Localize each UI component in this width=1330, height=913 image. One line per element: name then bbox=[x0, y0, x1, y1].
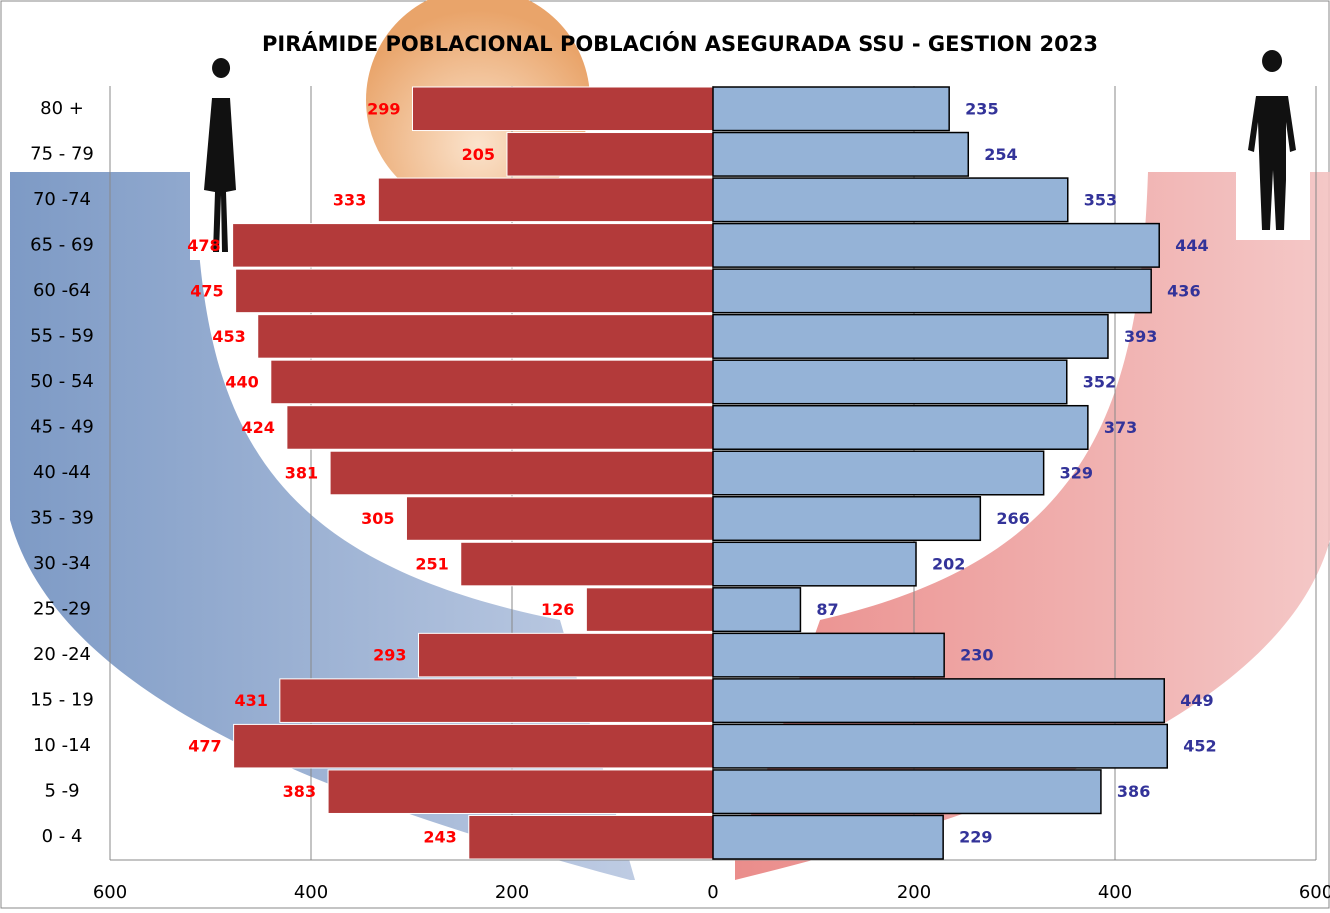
value-label: 352 bbox=[1083, 372, 1116, 391]
bar bbox=[713, 497, 980, 541]
value-label: 440 bbox=[225, 372, 258, 391]
value-label: 205 bbox=[462, 145, 495, 164]
bar bbox=[713, 87, 949, 131]
page: {"chart_data": {"type": "pyramid", "titl… bbox=[0, 0, 1330, 913]
bar bbox=[236, 269, 713, 313]
value-label: 305 bbox=[361, 509, 394, 528]
value-label: 333 bbox=[333, 190, 366, 209]
y-tick-label: 5 -9 bbox=[44, 781, 79, 802]
value-label: 444 bbox=[1175, 236, 1208, 255]
value-label: 243 bbox=[423, 828, 456, 847]
value-label: 381 bbox=[285, 464, 318, 483]
bar bbox=[713, 360, 1067, 404]
value-label: 254 bbox=[984, 145, 1017, 164]
y-tick-label: 30 -34 bbox=[33, 553, 91, 574]
y-tick-label: 50 - 54 bbox=[30, 371, 94, 392]
bar bbox=[406, 497, 713, 541]
bar bbox=[419, 633, 713, 677]
bar bbox=[233, 224, 713, 268]
bar bbox=[713, 770, 1101, 814]
value-label: 393 bbox=[1124, 327, 1157, 346]
bar bbox=[271, 360, 713, 404]
y-tick-label: 25 -29 bbox=[33, 599, 91, 620]
bar bbox=[713, 133, 968, 177]
value-label: 329 bbox=[1060, 464, 1093, 483]
bar bbox=[234, 724, 713, 768]
bar bbox=[713, 815, 943, 859]
value-label: 235 bbox=[965, 99, 998, 118]
y-tick-label: 55 - 59 bbox=[30, 325, 94, 346]
value-label: 431 bbox=[234, 691, 267, 710]
value-label: 478 bbox=[187, 236, 220, 255]
y-tick-label: 80 + bbox=[40, 98, 84, 119]
value-label: 299 bbox=[367, 99, 400, 118]
value-label: 477 bbox=[188, 737, 221, 756]
bar bbox=[713, 633, 944, 677]
bar bbox=[713, 542, 916, 586]
value-label: 353 bbox=[1084, 190, 1117, 209]
bar bbox=[507, 133, 713, 177]
bar bbox=[280, 679, 713, 723]
y-tick-label: 0 - 4 bbox=[42, 826, 83, 847]
y-tick-label: 20 -24 bbox=[33, 644, 91, 665]
value-label: 202 bbox=[932, 555, 965, 574]
x-tick-label: 600 bbox=[1299, 882, 1330, 903]
value-label: 436 bbox=[1167, 281, 1200, 300]
value-label: 453 bbox=[212, 327, 245, 346]
x-tick-label: 0 bbox=[707, 882, 718, 903]
bar bbox=[713, 724, 1167, 768]
bar bbox=[413, 87, 713, 131]
value-label: 475 bbox=[190, 281, 223, 300]
bar bbox=[713, 224, 1159, 268]
bar bbox=[713, 406, 1088, 450]
y-tick-label: 75 - 79 bbox=[30, 143, 94, 164]
bar bbox=[469, 815, 713, 859]
bar bbox=[258, 315, 713, 359]
x-tick-label: 400 bbox=[294, 882, 328, 903]
x-tick-label: 400 bbox=[1098, 882, 1132, 903]
x-tick-label: 600 bbox=[93, 882, 127, 903]
bar bbox=[713, 269, 1151, 313]
bar bbox=[586, 588, 713, 632]
value-label: 87 bbox=[816, 600, 838, 619]
bar bbox=[287, 406, 713, 450]
value-label: 230 bbox=[960, 646, 993, 665]
bar bbox=[713, 679, 1164, 723]
y-tick-label: 45 - 49 bbox=[30, 416, 94, 437]
bar bbox=[713, 588, 800, 632]
value-label: 251 bbox=[415, 555, 448, 574]
value-label: 386 bbox=[1117, 782, 1150, 801]
bar bbox=[713, 315, 1108, 359]
bar bbox=[461, 542, 713, 586]
chart-title: PIRÁMIDE POBLACIONAL POBLACIÓN ASEGURADA… bbox=[262, 31, 1098, 56]
bar bbox=[328, 770, 713, 814]
y-tick-label: 70 -74 bbox=[33, 189, 91, 210]
bar bbox=[330, 451, 713, 495]
value-label: 229 bbox=[959, 828, 992, 847]
bar bbox=[713, 178, 1068, 222]
value-label: 266 bbox=[996, 509, 1029, 528]
y-tick-label: 60 -64 bbox=[33, 280, 91, 301]
y-tick-label: 15 - 19 bbox=[30, 690, 94, 711]
bar bbox=[713, 451, 1044, 495]
value-label: 449 bbox=[1180, 691, 1213, 710]
value-label: 126 bbox=[541, 600, 574, 619]
value-label: 383 bbox=[283, 782, 316, 801]
y-tick-label: 10 -14 bbox=[33, 735, 91, 756]
x-tick-label: 200 bbox=[495, 882, 529, 903]
value-label: 424 bbox=[241, 418, 274, 437]
x-tick-label: 200 bbox=[897, 882, 931, 903]
y-tick-label: 40 -44 bbox=[33, 462, 91, 483]
y-tick-label: 35 - 39 bbox=[30, 508, 94, 529]
y-tick-label: 65 - 69 bbox=[30, 234, 94, 255]
chart: PIRÁMIDE POBLACIONAL POBLACIÓN ASEGURADA… bbox=[0, 0, 1330, 909]
value-label: 452 bbox=[1183, 737, 1216, 756]
value-label: 293 bbox=[373, 646, 406, 665]
value-label: 373 bbox=[1104, 418, 1137, 437]
bar bbox=[378, 178, 713, 222]
